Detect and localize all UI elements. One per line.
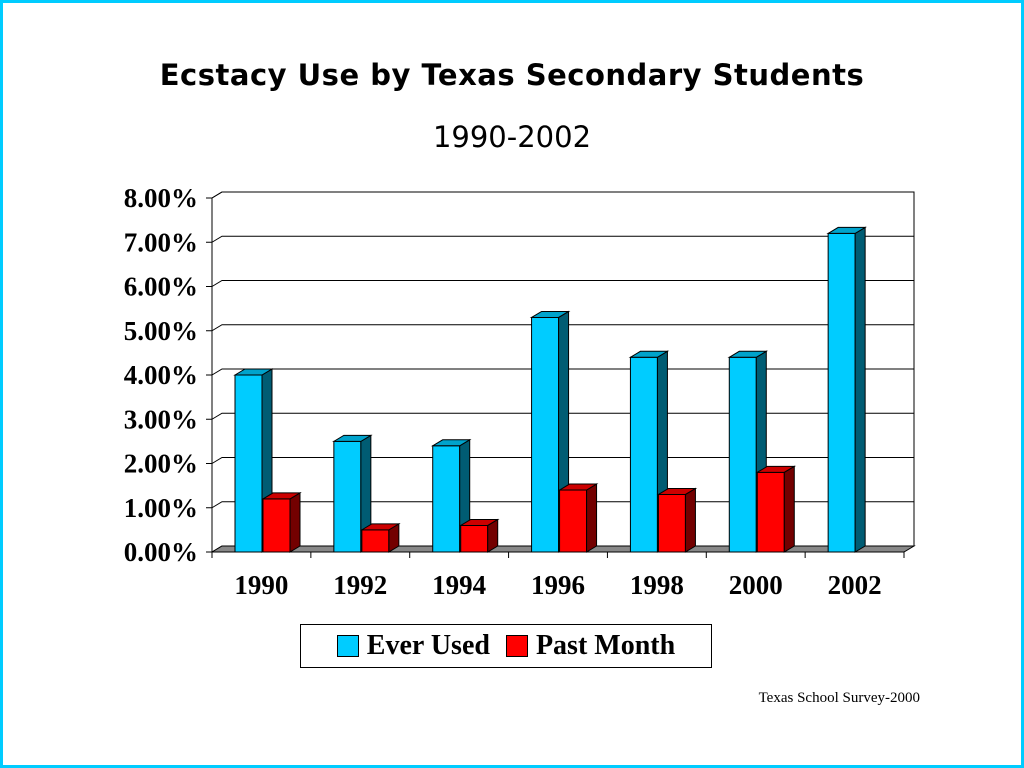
y-tick-label: 6.00%	[124, 272, 198, 302]
x-tick-label: 1996	[531, 570, 585, 600]
y-tick-label: 2.00%	[124, 449, 198, 479]
y-tick-label: 7.00%	[124, 227, 198, 257]
bar-past-month-1990	[261, 492, 302, 553]
bar-past-month-1994	[458, 518, 500, 553]
x-tick-label: 1994	[432, 570, 486, 600]
source-note: Texas School Survey-2000	[758, 690, 920, 706]
x-tick-label: 2002	[828, 570, 882, 600]
y-tick-label: 3.00%	[124, 404, 198, 434]
y-tick-label: 4.00%	[124, 360, 198, 390]
gridline	[211, 324, 914, 332]
bar-past-month-1992	[360, 522, 401, 553]
legend-swatch-past-month	[505, 635, 528, 657]
gridline	[211, 235, 914, 243]
bar-past-month-1996	[557, 483, 599, 553]
gridline	[211, 412, 914, 420]
x-tick-label: 1998	[630, 570, 684, 600]
legend-entry-past-month: Past Month	[505, 630, 676, 662]
y-tick-label: 5.00%	[124, 316, 198, 346]
x-tick-label: 1990	[234, 570, 288, 600]
x-tick-labels: 1990 1992 1994 1996 1998 2000 2002	[234, 570, 881, 600]
bar-past-month-2000	[755, 465, 797, 553]
y-tick-label: 1.00%	[124, 493, 198, 523]
legend: Ever Used Past Month	[300, 624, 712, 668]
legend-label-past-month: Past Month	[535, 630, 676, 661]
bar-ever-used-1992	[332, 434, 373, 553]
x-tick-label: 1992	[333, 570, 387, 600]
bar-ever-used-2002	[826, 226, 867, 553]
bar-past-month-1998	[656, 487, 698, 553]
bars	[233, 226, 867, 553]
y-tick-label: 8.00%	[124, 183, 198, 213]
legend-label-ever-used: Ever Used	[366, 630, 490, 661]
y-tick-label: 0.00%	[124, 537, 198, 567]
legend-entry-ever-used: Ever Used	[336, 630, 490, 662]
y-tick-labels: 0.00% 1.00% 2.00% 3.00% 4.00% 5.00% 6.00% 7.00%…	[124, 183, 198, 567]
gridline	[211, 280, 914, 287]
x-tick-label: 2000	[729, 570, 783, 600]
legend-swatch-ever-used	[336, 635, 359, 657]
gridline	[211, 457, 914, 464]
bar-ever-used-1998	[628, 350, 670, 553]
gridline	[211, 191, 914, 199]
chart-subtitle: 1990-2002	[432, 120, 592, 154]
chart-title: Ecstacy Use by Texas Secondary Students	[159, 58, 865, 92]
gridline	[211, 368, 914, 376]
